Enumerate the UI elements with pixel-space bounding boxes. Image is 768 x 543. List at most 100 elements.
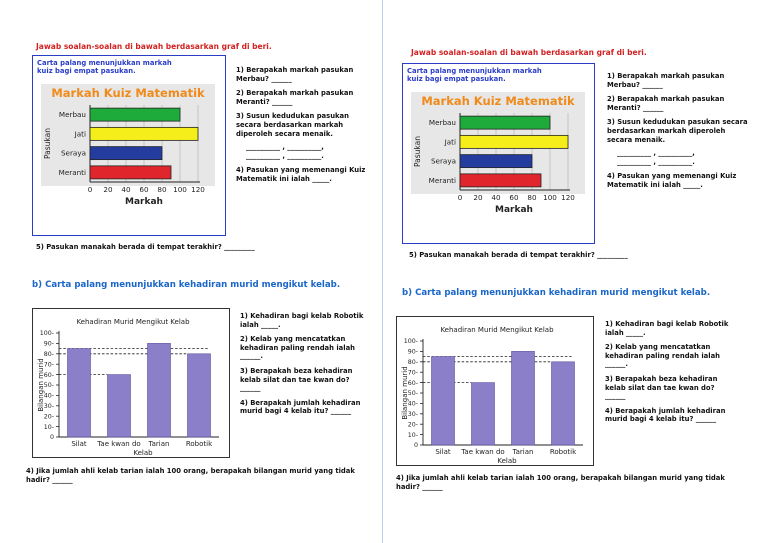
chart1-bar-merbau [459,115,551,130]
chart2-bar-silat [431,356,455,446]
chart2-tick-label: 60- [408,380,418,387]
questions-part-b: 1) Kehadiran bagi kelab Robotik ialah __… [240,312,368,416]
chart1-title: Markah Kuiz Matematik [421,94,575,108]
question-a2: 2) Berapakah markah pasukan Meranti? ___… [607,95,725,112]
chart1-caption: Carta palang menunjukkan markah kuiz bag… [407,67,542,83]
chart2-title: Kehadiran Murid Mengikut Kelab [440,326,554,334]
answer-line-a3-2: __________ , __________. [617,157,695,166]
chart1-category-label: Meranti [59,168,86,177]
question-a3: 3) Susun kedudukan pasukan secara berdas… [607,118,748,144]
questions-part-b: 1) Kehadiran bagi kelab Robotik ialah __… [605,320,735,424]
chart2-tick-label: 80- [408,359,418,366]
chart2-frame: Kehadiran Murid Mengikut Kelab 0 10- 20- 30-… [396,316,594,466]
page-divider [382,0,383,543]
chart1-x-axis-label: Markah [495,205,533,215]
chart2-x-axis-label: Kelab [497,457,517,465]
section-b-title: b) Carta palang menunjukkan kehadiran mu… [32,280,341,290]
chart2-tick-label: 0 [50,434,54,441]
chart1-category-label: Jati [74,129,86,138]
chart2-category-label: Tarian [148,440,170,448]
question-b-final: 4) Jika jumlah ahli kelab tarian ialah 1… [396,474,725,491]
chart1-category-label: Merbau [59,110,86,119]
chart2-tick-label: 40- [408,401,418,408]
chart1-tick-label: 60 [509,193,519,202]
chart1-tick-label: 100 [543,193,557,202]
question-b3: 3) Berapakah beza kehadiran kelab silat … [240,366,353,393]
chart2-tick-label: 20- [408,421,418,428]
chart2-category-label: Tae kwan do [96,440,140,448]
answer-line-a3-1: __________ , __________, [246,143,324,152]
chart2-tick-label: 30- [44,403,54,410]
question-b2: 2) Kelab yang mencatatkan kehadiran pali… [605,343,721,369]
worksheet-page-right: Jawab soalan-soalan di bawah berdasarkan… [383,0,768,543]
question-a3: 3) Susun kedudukan pasukan secara berdas… [236,112,349,138]
chart2-club-attendance: Kehadiran Murid Mengikut Kelab 0 10- 20- 30-… [401,326,583,465]
chart1-caption: Carta palang menunjukkan markah kuiz bag… [37,59,172,75]
chart1-category-label: Jati [444,137,456,146]
chart1-tick-label: 80 [157,185,167,194]
chart2-bar-tae-kwan-do [471,382,495,446]
question-a5: 5) Pasukan manakah berada di tempat tera… [409,251,628,259]
chart2-tick-label: 100- [404,338,418,345]
answer-line-a3-1: __________ , __________, [617,149,695,158]
chart2-tick-label: 10- [44,424,54,431]
chart1-category-label: Meranti [429,176,456,185]
chart2-bar-robotik [551,361,575,446]
question-a4: 4) Pasukan yang memenangi Kuiz Matematik… [607,172,737,189]
chart1-bar-seraya [459,154,533,169]
chart2-tick-label: 50- [408,390,418,397]
chart2-tick-label: 20- [44,413,54,420]
chart2-tick-label: 30- [408,411,418,418]
chart1-frame: Carta palang menunjukkan markah kuiz bag… [32,55,226,236]
answer-line-a3-2: __________ , __________. [246,151,324,160]
chart1-y-axis-label: Pasukan [413,136,422,167]
question-b2: 2) Kelab yang mencatatkan kehadiran pali… [240,335,356,361]
chart1-quiz-marks: Markah Kuiz Matematik Merbau Jati Seraya Mer… [41,84,215,207]
chart2-frame: Kehadiran Murid Mengikut Kelab 0 10- 20- 30-… [32,308,230,458]
question-b-final: 4) Jika jumlah ahli kelab tarian ialah 1… [26,467,355,484]
chart1-tick-label: 120 [561,193,575,202]
chart1-bar-seraya [89,146,163,161]
chart1-bar-merbau [89,107,181,122]
instruction-text: Jawab soalan-soalan di bawah berdasarkan… [411,48,647,57]
question-b1: 1) Kehadiran bagi kelab Robotik ialah __… [605,320,729,337]
chart2-title: Kehadiran Murid Mengikut Kelab [76,318,190,326]
chart1-tick-label: 100 [173,185,187,194]
instruction-text: Jawab soalan-soalan di bawah berdasarkan… [36,42,272,51]
chart2-tick-label: 0 [414,442,418,449]
chart1-y-axis-label: Pasukan [43,128,52,159]
chart1-quiz-marks: Markah Kuiz Matematik Merbau Jati Seraya Mer… [411,92,585,215]
chart1-bar-jati [459,134,569,149]
chart2-tick-label: 80- [44,351,54,358]
chart2-tick-label: 60- [44,372,54,379]
question-a2: 2) Berapakah markah pasukan Meranti? ___… [236,89,354,106]
chart2-category-label: Tarian [512,448,534,456]
chart2-y-axis-label: Bilangan murid [37,358,45,411]
chart1-bar-meranti [459,173,542,188]
chart1-title: Markah Kuiz Matematik [51,86,205,100]
chart1-tick-label: 80 [527,193,537,202]
chart1-tick-label: 120 [191,185,205,194]
section-b-title: b) Carta palang menunjukkan kehadiran mu… [402,288,711,298]
chart1-bar-jati [89,126,199,141]
worksheet-page-left: Jawab soalan-soalan di bawah berdasarkan… [0,0,382,543]
question-b4: 4) Berapakah jumlah kehadiran murid bagi… [605,406,726,424]
chart2-category-label: Silat [71,440,87,448]
chart2-tick-label: 70- [408,369,418,376]
chart1-tick-label: 0 [458,193,463,202]
chart2-tick-label: 40- [44,393,54,400]
chart2-tick-label: 100- [40,330,54,337]
chart2-tick-label: 90- [44,341,54,348]
chart2-tick-label: 70- [44,361,54,368]
chart1-category-label: Merbau [429,118,456,127]
chart2-tick-label: 50- [44,382,54,389]
chart2-club-attendance: Kehadiran Murid Mengikut Kelab 0 10- 20- 30-… [37,318,219,457]
chart2-category-label: Tae kwan do [460,448,504,456]
chart1-tick-label: 40 [121,185,131,194]
chart2-y-axis-label: Bilangan murid [401,366,409,419]
question-a1: 1) Berapakah markah pasukan Merbau? ____… [236,66,354,83]
question-b1: 1) Kehadiran bagi kelab Robotik ialah __… [240,312,364,329]
questions-part-a: 1) Berapakah markah pasukan Merbau? ____… [236,66,376,184]
chart1-x-axis-label: Markah [125,197,163,207]
chart1-bar-meranti [89,165,172,180]
